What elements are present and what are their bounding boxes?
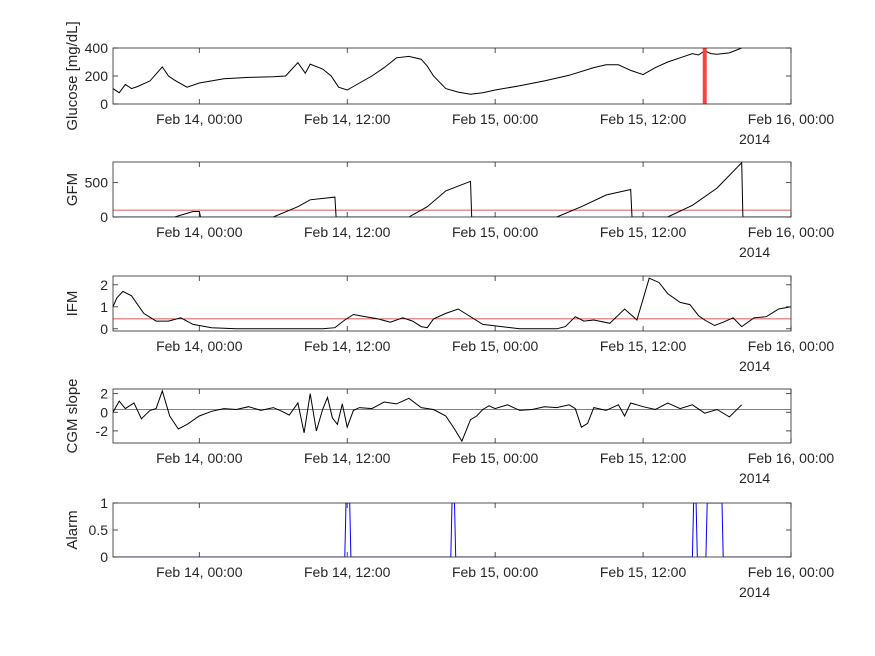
- x-tick-label: Feb 16, 00:00: [748, 111, 835, 127]
- subplot-3: 0 1 2 Feb 14, 00:00 Feb 14, 12:00 Feb 15, 00:…: [64, 275, 835, 374]
- x-year-label: 2014: [739, 584, 770, 600]
- x-tick-label: Feb 15, 00:00: [452, 564, 539, 580]
- series-line: [113, 389, 743, 443]
- x-tick-label: Feb 14, 00:00: [156, 564, 243, 580]
- x-tick-label: Feb 14, 12:00: [304, 224, 391, 240]
- x-tick-label: Feb 16, 00:00: [748, 564, 835, 580]
- x-year-label: 2014: [739, 358, 770, 374]
- x-year-label: 2014: [739, 244, 770, 260]
- x-tick-label: Feb 15, 00:00: [452, 111, 539, 127]
- y-tick-label: 0: [100, 209, 108, 225]
- y-tick-label: 0: [100, 549, 108, 565]
- y-tick-label: 0: [100, 96, 108, 112]
- x-tick-label: Feb 16, 00:00: [748, 450, 835, 466]
- subplot-5: 0 0.5 1 Feb 14, 00:00 Feb 14, 12:00 Feb 15, 0…: [64, 495, 834, 600]
- y-axis-label: GFM: [64, 173, 81, 206]
- x-tick-label: Feb 14, 12:00: [304, 564, 391, 580]
- x-tick-label: Feb 14, 12:00: [304, 450, 391, 466]
- subplot-2: 0 500 Feb 14, 00:00 Feb 14, 12:00 Feb 15, 00…: [64, 161, 835, 260]
- x-tick-label: Feb 15, 12:00: [600, 111, 687, 127]
- x-tick-label: Feb 14, 12:00: [304, 111, 391, 127]
- x-tick-label: Feb 15, 00:00: [452, 450, 539, 466]
- y-tick-label: 0.5: [89, 522, 109, 538]
- axes-box: [112, 275, 792, 332]
- y-axis-label: IFM: [64, 291, 81, 317]
- series-line: [113, 162, 791, 217]
- x-tick-label: Feb 15, 12:00: [600, 338, 687, 354]
- y-tick-label: 1: [100, 495, 108, 511]
- y-axis-label: CGM slope: [64, 378, 81, 453]
- x-tick-label: Feb 16, 00:00: [748, 338, 835, 354]
- series-line: [113, 277, 791, 330]
- y-tick-label: 1: [100, 299, 108, 315]
- y-tick-label: 2: [100, 277, 108, 293]
- y-tick-label: 2: [100, 386, 108, 402]
- x-tick-label: Feb 15, 00:00: [452, 338, 539, 354]
- y-tick-label: 400: [85, 40, 109, 56]
- x-tick-label: Feb 14, 00:00: [156, 111, 243, 127]
- subplot-4: -2 0 2 Feb 14, 00:00 Feb 14, 12:00 Feb 15, 00…: [64, 378, 834, 486]
- subplot-1: 0 200 400 Feb 14, 00:00 Feb 14, 12:00 Feb 15,…: [64, 21, 834, 147]
- y-tick-label: 0: [100, 321, 108, 337]
- series-line: [113, 48, 742, 95]
- series-line: [113, 503, 791, 557]
- y-tick-label: -2: [96, 423, 109, 439]
- x-year-label: 2014: [739, 131, 770, 147]
- x-tick-label: Feb 14, 12:00: [304, 338, 391, 354]
- y-tick-label: 500: [85, 175, 109, 191]
- x-tick-label: Feb 14, 00:00: [156, 338, 243, 354]
- x-tick-label: Feb 15, 12:00: [600, 224, 687, 240]
- y-tick-label: 200: [85, 68, 109, 84]
- y-tick-label: 0: [100, 404, 108, 420]
- y-axis-label: Glucose [mg/dL]: [64, 21, 81, 130]
- x-tick-label: Feb 15, 12:00: [600, 450, 687, 466]
- axes-box: [112, 388, 792, 444]
- x-tick-label: Feb 14, 00:00: [156, 224, 243, 240]
- x-tick-label: Feb 14, 00:00: [156, 450, 243, 466]
- y-axis-label: Alarm: [64, 510, 81, 549]
- x-tick-label: Feb 16, 00:00: [748, 224, 835, 240]
- x-year-label: 2014: [739, 470, 770, 486]
- axes-box: [112, 47, 792, 105]
- x-tick-label: Feb 15, 12:00: [600, 564, 687, 580]
- x-tick-label: Feb 15, 00:00: [452, 224, 539, 240]
- axes-box: [112, 161, 792, 218]
